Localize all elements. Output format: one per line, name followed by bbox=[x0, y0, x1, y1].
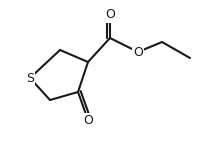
Text: S: S bbox=[26, 72, 34, 85]
Text: O: O bbox=[133, 46, 143, 58]
Text: O: O bbox=[105, 8, 115, 21]
Text: O: O bbox=[83, 113, 93, 126]
